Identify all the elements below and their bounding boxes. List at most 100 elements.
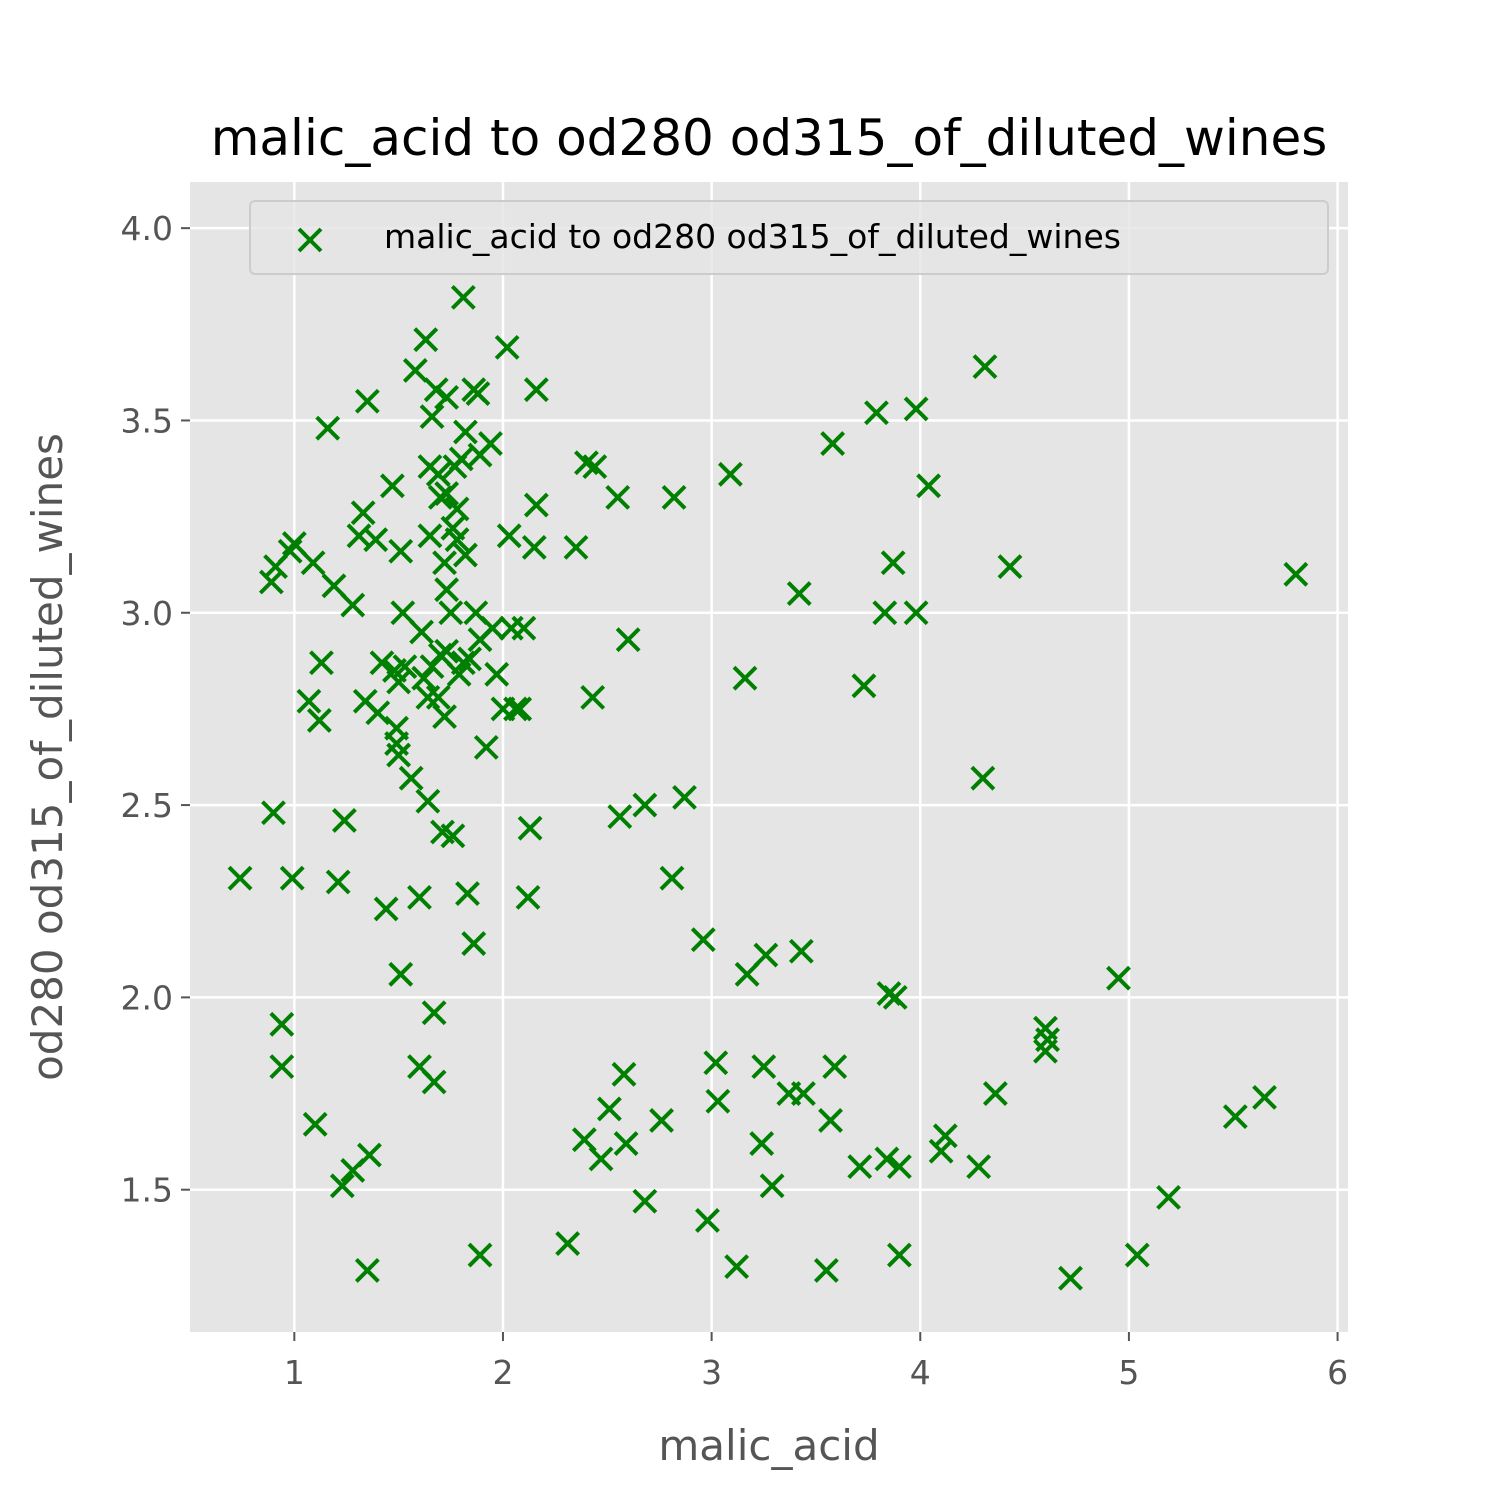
data-point: [419, 404, 445, 430]
legend-label: malic_acid to od280 od315_of_diluted_win…: [384, 217, 1121, 256]
data-point: [1156, 1184, 1181, 1210]
data-point: [749, 1131, 775, 1156]
x-tick-label: 3: [701, 1353, 722, 1392]
data-point: [786, 581, 812, 606]
data-point: [928, 1138, 954, 1164]
data-point: [615, 627, 641, 653]
data-point: [496, 523, 522, 549]
data-point: [480, 615, 505, 641]
data-point: [1106, 965, 1131, 991]
data-point: [363, 527, 389, 553]
data-point: [417, 523, 443, 549]
data-point: [851, 673, 877, 699]
data-point: [791, 1081, 816, 1106]
data-point: [279, 865, 305, 891]
data-point: [421, 1069, 447, 1095]
data-point: [450, 284, 476, 310]
data-point: [296, 688, 322, 714]
data-point: [388, 961, 414, 987]
data-point: [818, 1108, 843, 1133]
data-point: [306, 708, 332, 733]
legend-box: [249, 200, 1329, 275]
data-point: [672, 784, 697, 810]
data-point: [759, 1173, 785, 1199]
y-tick-label: 2.0: [121, 978, 173, 1017]
data-point: [453, 419, 478, 445]
data-point: [1124, 1242, 1150, 1268]
data-point: [503, 696, 528, 722]
legend: malic_acid to od280 od315_of_diluted_win…: [249, 200, 1329, 275]
data-point: [872, 600, 898, 626]
data-point: [411, 665, 437, 691]
data-points: [227, 284, 1309, 1291]
data-point: [365, 700, 391, 726]
data-point: [473, 734, 499, 760]
axis-ticks: 1 2 3 4 5 6 1.5 2.0 2.5 3.0 3.5 4.0: [121, 209, 1349, 1392]
data-point: [788, 938, 814, 964]
data-point: [611, 1061, 637, 1087]
y-tick-label: 4.0: [121, 209, 173, 248]
data-point: [563, 534, 589, 560]
data-point: [632, 792, 658, 818]
data-point: [465, 381, 491, 406]
data-point: [321, 573, 347, 599]
data-point: [325, 869, 351, 895]
plot-area: [190, 182, 1348, 1332]
data-point: [970, 765, 996, 791]
data-point: [605, 484, 631, 510]
data-point: [690, 927, 716, 953]
data-point: [315, 415, 341, 441]
data-point: [388, 538, 414, 564]
data-point: [515, 884, 541, 910]
data-point: [1058, 1265, 1083, 1291]
data-point: [448, 446, 474, 472]
x-tick-label: 4: [910, 1353, 931, 1392]
data-point: [309, 650, 334, 676]
data-point: [494, 334, 520, 360]
data-point: [882, 984, 908, 1010]
data-point: [820, 431, 846, 456]
data-point: [596, 1096, 622, 1122]
data-point: [461, 931, 487, 956]
data-point: [415, 788, 441, 814]
data-point: [903, 600, 929, 626]
data-point: [1252, 1084, 1277, 1110]
data-point: [886, 1242, 912, 1268]
data-point: [659, 865, 685, 891]
data-point: [932, 1123, 958, 1149]
data-point: [753, 942, 779, 968]
legend-marker-x: [297, 227, 323, 253]
data-point: [438, 600, 464, 626]
data-point: [269, 1011, 295, 1037]
data-point: [407, 884, 432, 910]
data-point: [972, 354, 998, 380]
data-point: [874, 1146, 900, 1172]
data-point: [632, 1188, 658, 1214]
data-point: [258, 569, 284, 595]
data-point: [444, 496, 470, 522]
data-point: [373, 896, 399, 922]
data-point: [386, 742, 412, 768]
data-point: [398, 765, 424, 791]
data-point: [300, 550, 326, 576]
data-point: [607, 804, 633, 830]
data-point: [966, 1154, 992, 1180]
data-point: [864, 400, 889, 426]
x-tick-label: 6: [1327, 1353, 1348, 1392]
data-point: [511, 615, 537, 641]
data-point: [695, 1208, 720, 1233]
data-point: [440, 823, 466, 849]
data-point: [732, 665, 758, 691]
data-point: [724, 1254, 750, 1280]
data-point: [467, 1242, 493, 1268]
chart-title: malic_acid to od280 od315_of_diluted_win…: [211, 109, 1328, 167]
data-point: [329, 1173, 355, 1199]
data-point: [886, 1154, 912, 1180]
data-point: [390, 600, 416, 626]
data-point: [1033, 1038, 1058, 1064]
data-point: [478, 431, 503, 456]
data-point: [455, 881, 480, 906]
data-point: [580, 684, 606, 710]
data-point: [703, 1050, 729, 1076]
